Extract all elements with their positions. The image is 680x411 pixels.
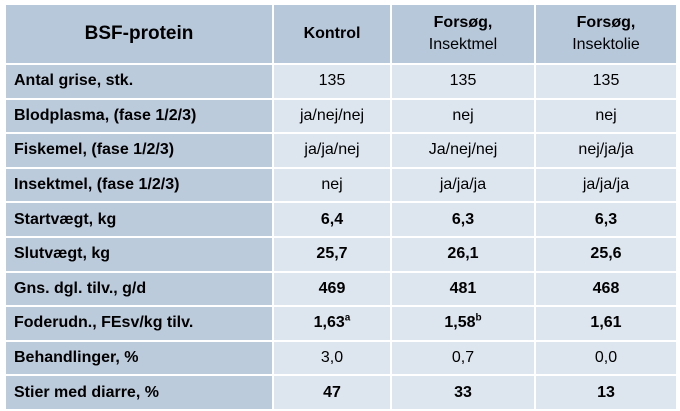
cell-text: 1,61 xyxy=(590,314,622,332)
cell-value: 469 xyxy=(272,270,392,308)
cell-text: ja/nej/nej xyxy=(299,106,365,124)
row-label: Blodplasma, (fase 1/2/3) xyxy=(4,97,274,135)
cell-value: 6,3 xyxy=(534,201,678,238)
table-row: Fiskemel, (fase 1/2/3) ja/ja/nej Ja/nej/… xyxy=(4,132,678,169)
column-header-line2: Insektmel xyxy=(428,36,498,53)
table-row: Slutvægt, kg 25,7 26,1 25,6 xyxy=(4,235,678,273)
cell-value: ja/nej/nej xyxy=(272,97,392,135)
cell-text: 1,63 xyxy=(313,314,345,332)
row-label: Foderudn., FEsv/kg tilv. xyxy=(4,305,274,342)
cell-value: nej xyxy=(534,97,678,135)
cell-value: 26,1 xyxy=(390,235,536,273)
row-label: Stier med diarre, % xyxy=(4,374,274,411)
row-label: Antal grise, stk. xyxy=(4,63,274,100)
cell-text: nej xyxy=(595,106,617,124)
cell-text: 33 xyxy=(454,383,472,401)
cell-value: 468 xyxy=(534,270,678,308)
cell-value: 1,61 xyxy=(534,305,678,342)
table-row: Behandlinger, % 3,0 0,7 0,0 xyxy=(4,339,678,377)
cell-value: 3,0 xyxy=(272,339,392,377)
cell-text: 26,1 xyxy=(447,245,479,263)
table-row: Antal grise, stk. 135 135 135 xyxy=(4,63,678,100)
cell-text: 3,0 xyxy=(320,349,344,367)
cell-text: 6,3 xyxy=(594,210,618,228)
cell-value: 1,58b xyxy=(390,305,536,342)
table-row: Foderudn., FEsv/kg tilv. 1,63a 1,58b 1,6… xyxy=(4,305,678,342)
cell-superscript: b xyxy=(475,313,482,325)
cell-text: 469 xyxy=(318,279,346,297)
cell-value: 6,4 xyxy=(272,201,392,238)
column-header-line1: Forsøg, xyxy=(433,14,493,31)
data-table-container: BSF-protein Kontrol Forsøg, Insektmel Fo… xyxy=(4,3,678,411)
cell-text: nej xyxy=(321,176,343,194)
cell-text: 135 xyxy=(592,72,620,90)
row-label: Insektmel, (fase 1/2/3) xyxy=(4,166,274,204)
cell-text: Ja/nej/nej xyxy=(428,141,498,159)
cell-text: ja/ja/ja xyxy=(439,176,487,194)
column-header-kontrol: Kontrol xyxy=(272,3,392,65)
cell-text: 481 xyxy=(449,279,477,297)
row-label: Behandlinger, % xyxy=(4,339,274,377)
cell-text: 25,6 xyxy=(590,245,622,263)
cell-value: nej/ja/ja xyxy=(534,132,678,169)
cell-value: Ja/nej/nej xyxy=(390,132,536,169)
cell-text: ja/ja/nej xyxy=(304,141,360,159)
cell-value: ja/ja/ja xyxy=(534,166,678,204)
cell-value: 0,0 xyxy=(534,339,678,377)
cell-superscript: a xyxy=(344,313,351,325)
row-label: Fiskemel, (fase 1/2/3) xyxy=(4,132,274,169)
column-header-line1: Kontrol xyxy=(303,25,361,42)
cell-text: nej/ja/ja xyxy=(578,141,634,159)
table-row: Stier med diarre, % 47 33 13 xyxy=(4,374,678,411)
row-label: Slutvægt, kg xyxy=(4,235,274,273)
cell-value: 481 xyxy=(390,270,536,308)
cell-value: 25,6 xyxy=(534,235,678,273)
cell-value: 33 xyxy=(390,374,536,411)
cell-text: 6,4 xyxy=(320,210,344,228)
cell-text: 0,0 xyxy=(594,349,618,367)
column-header-line1: Forsøg, xyxy=(576,14,636,31)
header-row: BSF-protein Kontrol Forsøg, Insektmel Fo… xyxy=(4,3,678,65)
bsf-protein-table: BSF-protein Kontrol Forsøg, Insektmel Fo… xyxy=(4,3,678,411)
cell-text: 6,3 xyxy=(451,210,475,228)
row-label: Gns. dgl. tilv., g/d xyxy=(4,270,274,308)
cell-value: nej xyxy=(272,166,392,204)
cell-value: nej xyxy=(390,97,536,135)
cell-value: 0,7 xyxy=(390,339,536,377)
cell-value: 13 xyxy=(534,374,678,411)
cell-value: 1,63a xyxy=(272,305,392,342)
cell-text: 135 xyxy=(318,72,346,90)
table-row: Startvægt, kg 6,4 6,3 6,3 xyxy=(4,201,678,238)
table-row: Gns. dgl. tilv., g/d 469 481 468 xyxy=(4,270,678,308)
cell-value: 135 xyxy=(390,63,536,100)
cell-value: 135 xyxy=(534,63,678,100)
table-title: BSF-protein xyxy=(4,3,274,65)
cell-value: 25,7 xyxy=(272,235,392,273)
cell-text: ja/ja/ja xyxy=(582,176,630,194)
row-label: Startvægt, kg xyxy=(4,201,274,238)
column-header-line2: Insektolie xyxy=(572,36,640,53)
cell-text: 13 xyxy=(597,383,615,401)
cell-text: 468 xyxy=(592,279,620,297)
cell-text: nej xyxy=(452,106,474,124)
cell-text: 135 xyxy=(449,72,477,90)
cell-text: 1,58 xyxy=(444,314,476,332)
cell-value: 6,3 xyxy=(390,201,536,238)
column-header-forsog-insektmel: Forsøg, Insektmel xyxy=(390,3,536,65)
cell-text: 25,7 xyxy=(316,245,348,263)
cell-value: 47 xyxy=(272,374,392,411)
cell-value: ja/ja/nej xyxy=(272,132,392,169)
table-row: Insektmel, (fase 1/2/3) nej ja/ja/ja ja/… xyxy=(4,166,678,204)
cell-value: 135 xyxy=(272,63,392,100)
table-row: Blodplasma, (fase 1/2/3) ja/nej/nej nej … xyxy=(4,97,678,135)
column-header-forsog-insektolie: Forsøg, Insektolie xyxy=(534,3,678,65)
cell-value: ja/ja/ja xyxy=(390,166,536,204)
cell-text: 0,7 xyxy=(451,349,475,367)
cell-text: 47 xyxy=(323,383,341,401)
